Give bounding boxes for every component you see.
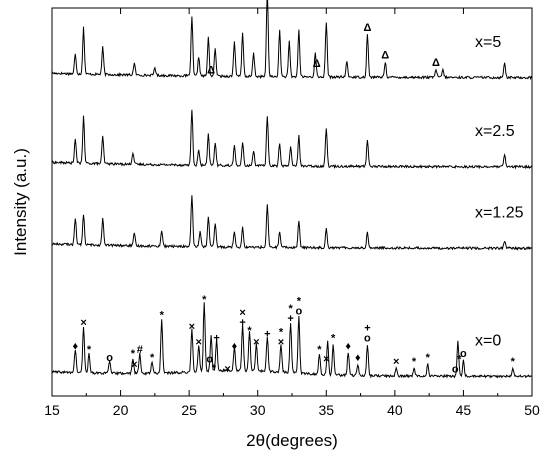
x-tick-label-4: 35: [318, 402, 334, 418]
annotation-marker-8: o: [106, 352, 113, 364]
x-tick-label-1: 20: [113, 402, 129, 418]
series-group: x=5 x=2.5 x=1.25 x=0: [51, 0, 533, 379]
annotation-marker-13: *: [160, 309, 165, 321]
annotation-marker-29: +: [287, 313, 293, 325]
annotation-marker-5: ♦: [73, 340, 79, 352]
annotation-marker-26: +: [264, 329, 270, 341]
annotation-marker-24: *: [247, 325, 252, 337]
x-tick-label-2: 25: [181, 402, 197, 418]
annotation-marker-15: ×: [196, 336, 202, 348]
annotation-marker-37: ♦: [355, 352, 361, 364]
annotation-marker-44: *: [457, 353, 462, 365]
series-line-0: [51, 0, 533, 81]
annotation-marker-31: o: [295, 305, 302, 317]
x-tick-label-5: 40: [387, 402, 403, 418]
annotation-marker-11: #: [137, 344, 143, 356]
x-axis-ticks: 15 20 25 30 35 40 45 50: [44, 8, 540, 418]
annotation-marker-38: o: [364, 333, 371, 345]
series-label-0: x=5: [475, 34, 501, 51]
annotation-marker-46: *: [511, 356, 516, 368]
annotation-marker-39: +: [364, 323, 370, 335]
x-tick-label-7: 50: [524, 402, 540, 418]
annotation-marker-12: *: [150, 352, 155, 364]
annotation-marker-17: o: [206, 353, 213, 365]
annotation-marker-28: *: [279, 326, 284, 338]
annotation-marker-20: ×: [224, 364, 230, 376]
annotation-marker-10: ×: [131, 359, 137, 371]
annotation-marker-36: ♦: [345, 340, 351, 352]
annotation-marker-6: ×: [80, 317, 86, 329]
annotation-marker-25: ×: [253, 336, 259, 348]
series-line-2: [51, 195, 533, 251]
annotation-marker-0: Δ: [207, 65, 215, 77]
annotation-marker-42: *: [426, 352, 431, 364]
x-tick-label-3: 30: [250, 402, 266, 418]
annotation-marker-34: ×: [323, 353, 329, 365]
annotation-marker-4: Δ: [432, 57, 440, 69]
series-label-3: x=0: [475, 333, 501, 350]
annotation-marker-2: Δ: [363, 22, 371, 34]
annotation-marker-33: *: [317, 344, 322, 356]
series-label-1: x=2.5: [475, 123, 515, 140]
annotation-marker-16: *: [202, 294, 207, 306]
annotation-marker-43: o: [452, 363, 459, 375]
annotation-marker-23: ×: [239, 307, 245, 319]
annotation-marker-40: ×: [393, 356, 399, 368]
annotation-marker-19: +: [213, 333, 219, 345]
annotation-marker-21: ♦: [232, 340, 238, 352]
annotation-marker-27: ×: [278, 336, 284, 348]
series-label-2: x=1.25: [475, 205, 524, 222]
annotation-marker-22: +: [239, 317, 245, 329]
plot-frame: [51, 7, 533, 397]
x-tick-label-0: 15: [44, 402, 60, 418]
annotation-marker-14: ×: [189, 321, 195, 333]
annotation-marker-7: *: [87, 344, 92, 356]
annotation-marker-32: *: [297, 295, 302, 307]
annotation-marker-30: *: [288, 303, 293, 315]
annotation-marker-45: o: [460, 348, 467, 360]
series-line-3: [51, 302, 533, 379]
y-axis-title: Intensity (a.u.): [11, 148, 30, 256]
annotation-marker-9: *: [131, 348, 136, 360]
annotation-marker-18: *: [212, 363, 217, 375]
annotation-marker-3: Δ: [381, 49, 389, 61]
x-tick-label-6: 45: [456, 402, 472, 418]
series-line-1: [51, 109, 533, 170]
annotation-marker-35: *: [331, 333, 336, 345]
annotation-marker-41: *: [412, 356, 417, 368]
annotation-marker-1: Δ: [313, 58, 321, 70]
x-axis-title: 2θ(degrees): [246, 431, 338, 450]
